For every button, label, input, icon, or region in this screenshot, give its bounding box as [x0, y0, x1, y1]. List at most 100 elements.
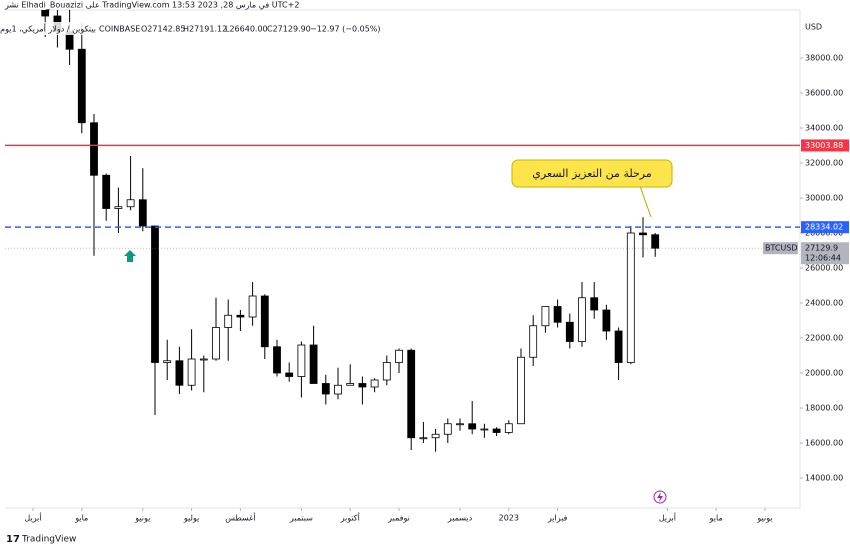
- y-tick-label: 24000.00: [805, 299, 843, 308]
- candle-body: [626, 232, 635, 363]
- candle-body: [260, 295, 269, 348]
- callout-pointer: [639, 185, 652, 218]
- candle-body: [565, 321, 574, 342]
- ohlc-high: H27191.12: [183, 25, 227, 34]
- candle-body: [236, 314, 245, 318]
- countdown: 12:06:44: [805, 254, 841, 263]
- x-tick-label: فبراير: [547, 514, 568, 523]
- candle-body: [456, 423, 464, 426]
- x-tick-label: ديسمبر: [447, 514, 473, 523]
- candle-body: [309, 344, 318, 384]
- candle-body: [77, 48, 86, 124]
- candle-body: [163, 360, 172, 363]
- y-tick-label: 34000.00: [805, 124, 843, 133]
- price-tag-label: 28334.02: [805, 223, 843, 232]
- y-tick-label: 20000.00: [805, 369, 843, 378]
- symbol-header: بيتكوين / دولار أمريكي، 1يوم COINBASE O2…: [0, 22, 381, 35]
- x-tick-label: أبريل: [24, 513, 41, 523]
- candle-body: [199, 358, 208, 361]
- last-price-tag: [801, 242, 849, 265]
- candle-body: [602, 309, 611, 332]
- candle-body: [90, 122, 98, 176]
- logo-mark: 17: [6, 534, 20, 545]
- candle-body: [138, 199, 147, 227]
- candle-body: [321, 383, 330, 395]
- symbol-tag: [763, 242, 798, 255]
- currency: USD: [805, 23, 822, 32]
- y-tick-label: 14000.00: [805, 474, 843, 483]
- candle-body: [151, 225, 159, 363]
- candle-body: [175, 360, 184, 386]
- price-tag: [801, 221, 849, 234]
- y-tick-label: 26000.00: [805, 264, 843, 273]
- candle-body: [443, 423, 452, 435]
- x-tick-label: مايو: [709, 514, 723, 523]
- footer: 17 TradingView: [6, 534, 76, 545]
- up-arrow: [124, 250, 136, 262]
- published-line: نشر Elhadi_Bouazizi على TradingView.com …: [4, 1, 299, 10]
- candle-body: [468, 423, 477, 430]
- candle-body: [248, 295, 257, 318]
- candle-body: [224, 314, 233, 328]
- x-tick-label: 2023: [499, 514, 519, 523]
- ohlc-change: −12.97 (−0.05%): [310, 25, 381, 34]
- x-tick-label: نوفمبر: [387, 514, 410, 523]
- candle-body: [297, 344, 306, 377]
- y-tick-label: 32000.00: [805, 159, 843, 168]
- candle-body: [126, 199, 135, 208]
- candle-body: [358, 383, 367, 388]
- y-tick-label: 16000.00: [805, 439, 843, 448]
- y-tick-label: 38000.00: [805, 54, 843, 63]
- y-tick-label: 22000.00: [805, 334, 843, 343]
- candle-body: [419, 437, 428, 440]
- x-tick-label: أبريل: [659, 513, 676, 523]
- callout-box: [511, 159, 673, 188]
- ohlc-close: C27129.90: [267, 25, 311, 34]
- candle-body: [614, 330, 623, 363]
- last-price-label: 27129.9: [805, 244, 838, 253]
- brand: TradingView: [21, 535, 76, 545]
- candle-body: [41, 10, 50, 17]
- plot: [5, 10, 800, 452]
- candle-body: [553, 306, 562, 323]
- ohlc-open: O27142.85: [141, 25, 185, 34]
- candle-body: [578, 297, 586, 342]
- candle-body: [334, 384, 342, 395]
- event-icon[interactable]: [653, 490, 667, 504]
- candle-body: [492, 428, 501, 433]
- candle-body: [382, 362, 391, 381]
- candle-body: [639, 232, 647, 236]
- y-tick-label: 18000.00: [805, 404, 843, 413]
- symbol-tag-label: BTCUSD: [765, 244, 798, 253]
- callout-text: مرحلة من التعزيز السعري: [532, 167, 652, 180]
- candle-body: [114, 206, 123, 209]
- candle-body: [395, 349, 403, 363]
- candle-body: [346, 383, 355, 386]
- x-tick-label: مايو: [74, 514, 88, 523]
- event-bolt: [657, 492, 663, 502]
- y-tick-label: 30000.00: [805, 194, 843, 203]
- candle-body: [590, 297, 599, 311]
- candle-body: [212, 327, 220, 360]
- x-tick-label: سبتمبر: [289, 514, 313, 523]
- callout: مرحلة من التعزيز السعري: [511, 159, 673, 218]
- candle-body: [187, 358, 196, 386]
- candle-body: [651, 234, 660, 249]
- price-tag-label: 33003.88: [805, 141, 843, 150]
- candle-body: [407, 349, 416, 439]
- x-tick-label: يوليو: [183, 514, 199, 523]
- x-tick-label: أغسطس: [225, 513, 255, 523]
- candle-body: [517, 356, 525, 425]
- symbol-title: بيتكوين / دولار أمريكي، 1يوم: [0, 24, 96, 34]
- candle-body: [480, 428, 489, 431]
- candle-body: [529, 325, 538, 358]
- x-tick-label: أكتوبر: [340, 513, 360, 523]
- candle-body: [285, 372, 294, 377]
- ohlc-low: L26640.00: [225, 25, 268, 34]
- candle-body: [273, 346, 281, 374]
- header-bg: [5, 22, 370, 35]
- x-tick-label: يونيو: [756, 514, 772, 523]
- candle-body: [541, 306, 550, 327]
